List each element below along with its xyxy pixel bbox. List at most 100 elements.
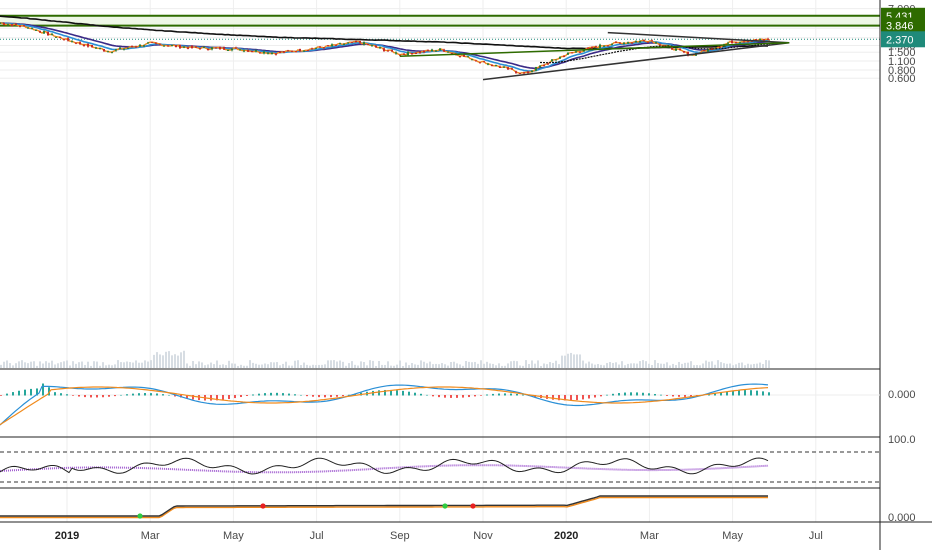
volume-bar	[543, 363, 545, 368]
volume-bar	[372, 360, 374, 368]
candle-body	[503, 66, 505, 68]
price-label-badge	[881, 17, 925, 34]
volume-bar	[237, 365, 239, 368]
volume-bar	[321, 364, 323, 368]
ma-medium-line	[0, 22, 771, 70]
candle-body	[439, 48, 441, 51]
volume-bar	[255, 363, 257, 368]
volume-bar	[495, 365, 497, 368]
candle-body	[399, 54, 401, 56]
candle-body	[739, 42, 741, 44]
candle-body	[527, 71, 529, 73]
candle-body	[459, 56, 461, 58]
macd-histogram-bar	[750, 390, 752, 396]
volume-bar	[54, 364, 56, 368]
macd-histogram-bar	[582, 395, 584, 400]
candle-body	[383, 48, 385, 52]
candle-body	[3, 22, 5, 25]
macd-histogram-bar	[684, 395, 686, 397]
macd-histogram-bar	[294, 394, 296, 396]
volume-bar	[69, 365, 71, 368]
volume-bar	[693, 365, 695, 368]
volume-bar	[387, 361, 389, 368]
candle-body	[151, 41, 153, 43]
volume-bar	[660, 363, 662, 368]
volume-bar	[492, 363, 494, 368]
ma-black-short-line	[540, 43, 771, 64]
volume-bar	[597, 364, 599, 368]
candle-body	[127, 47, 129, 49]
candle-body	[231, 48, 233, 51]
volume-bar	[624, 365, 626, 368]
candle-body	[539, 65, 541, 68]
macd-histogram-bar	[318, 395, 320, 398]
volume-bar	[717, 360, 719, 368]
volume-bar	[261, 364, 263, 368]
candle-body	[623, 42, 625, 45]
volume-bar	[213, 364, 215, 368]
volume-bar	[537, 360, 539, 368]
candle-body	[659, 44, 661, 46]
macd-histogram-bar	[618, 393, 620, 396]
volume-bar	[759, 362, 761, 368]
candle-body	[423, 50, 425, 53]
candle-body	[491, 65, 493, 67]
candle-body	[0, 22, 1, 24]
macd-histogram-bar	[636, 392, 638, 396]
volume-bar	[165, 351, 167, 368]
volume-bar	[615, 362, 617, 368]
triangle-upper-trendline[interactable]	[607, 31, 790, 44]
macd-histogram-bar	[234, 395, 236, 399]
candle-body	[615, 41, 617, 43]
volume-bar	[603, 365, 605, 368]
volume-bar	[135, 360, 137, 368]
macd-histogram-bar	[558, 395, 560, 401]
macd-histogram-bar	[444, 395, 446, 398]
volume-bar	[669, 365, 671, 368]
macd-histogram-bar	[570, 395, 572, 401]
volume-bar	[51, 360, 53, 368]
x-tick-label: Jul	[310, 530, 324, 542]
candle-body	[583, 50, 585, 52]
volume-bar	[66, 360, 68, 368]
volume-bar	[345, 365, 347, 368]
resistance-zone	[0, 15, 880, 26]
volume-bar	[249, 360, 251, 368]
candle-body	[655, 42, 657, 44]
candle-body	[131, 46, 133, 48]
volume-bar	[240, 364, 242, 368]
volume-bar	[24, 362, 26, 368]
volume-bar	[423, 361, 425, 368]
volume-bar	[120, 362, 122, 368]
volume-bar	[444, 364, 446, 368]
volume-bar	[594, 364, 596, 368]
signal-dot	[442, 503, 448, 509]
candle-body	[711, 48, 713, 50]
volume-bar	[483, 363, 485, 368]
macd-histogram-bar	[138, 393, 140, 396]
candle-body	[523, 72, 525, 74]
volume-bar	[747, 363, 749, 368]
candle-body	[387, 50, 389, 52]
volume-bar	[369, 360, 371, 368]
macd-histogram-bar	[732, 390, 734, 396]
macd-histogram-bar	[756, 390, 758, 396]
macd-histogram-bar	[258, 393, 260, 396]
macd-histogram-bar	[378, 390, 380, 396]
triangle-lower-trendline[interactable]	[482, 41, 790, 81]
candle-body	[427, 49, 429, 51]
macd-histogram-bar	[24, 389, 26, 396]
candle-body	[531, 70, 533, 72]
volume-bar	[489, 363, 491, 368]
candle-body	[451, 53, 453, 55]
volume-bar	[96, 361, 98, 368]
volume-bar	[453, 361, 455, 368]
support-trendline[interactable]	[399, 41, 790, 58]
macd-histogram-bar	[522, 394, 524, 396]
volume-bar	[360, 361, 362, 368]
candle-body	[551, 59, 553, 62]
volume-bar	[654, 360, 656, 368]
macd-histogram-bar	[312, 395, 314, 397]
candle-body	[663, 45, 665, 47]
